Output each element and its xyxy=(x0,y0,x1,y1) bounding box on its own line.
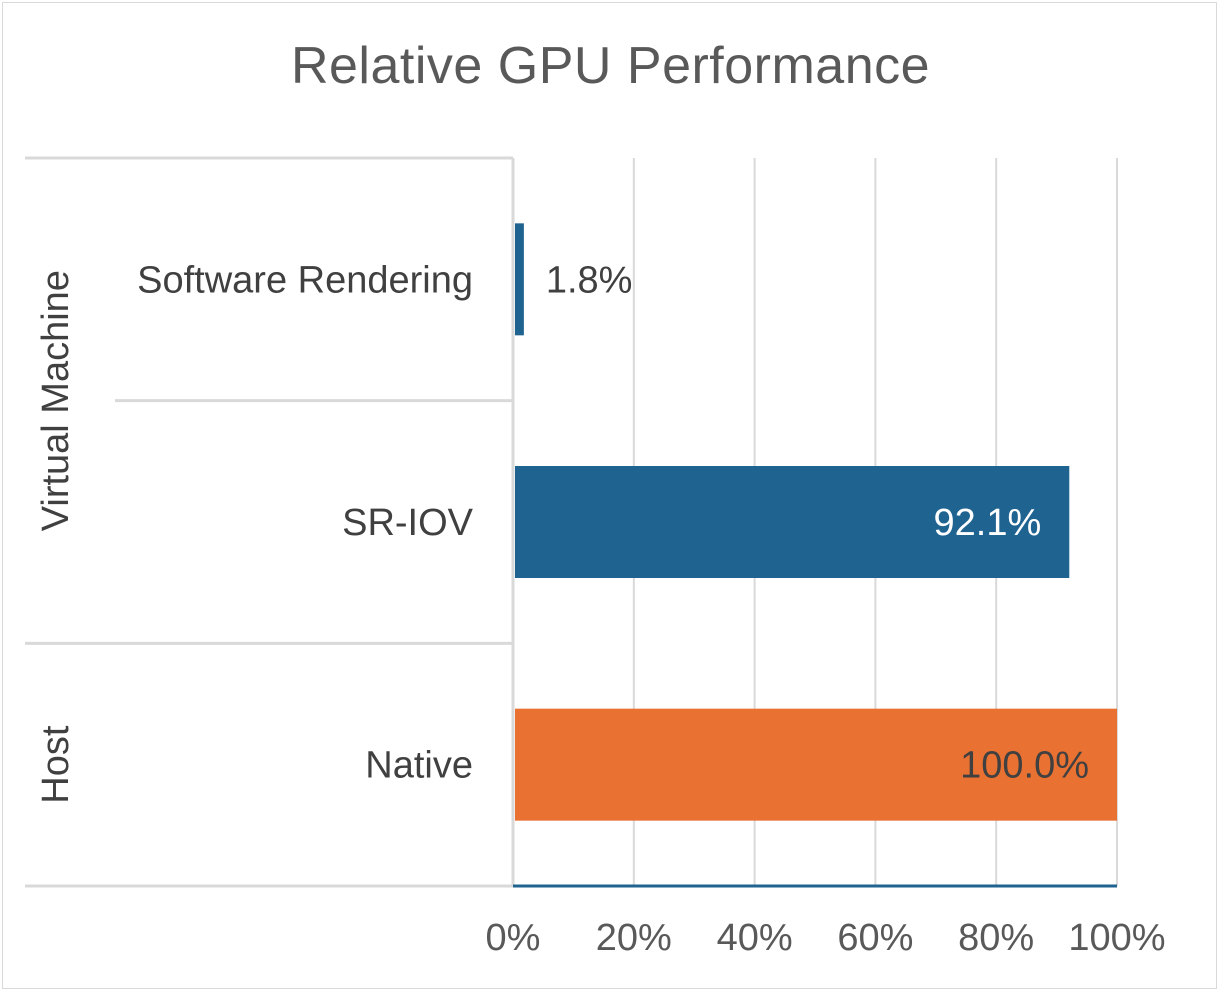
x-tick-label: 40% xyxy=(717,917,793,959)
x-tick-label: 60% xyxy=(837,917,913,959)
x-tick-label: 20% xyxy=(596,917,672,959)
category-label: SR-IOV xyxy=(342,502,474,544)
category-label: Native xyxy=(365,745,473,787)
x-tick-label: 0% xyxy=(486,917,541,959)
data-label: 1.8% xyxy=(546,259,633,301)
group-label: Host xyxy=(35,725,77,804)
bar-software-rendering xyxy=(515,223,524,336)
category-label: Software Rendering xyxy=(137,259,473,301)
data-label: 100.0% xyxy=(960,745,1089,787)
bar-sr-iov xyxy=(515,466,1070,578)
data-label: 92.1% xyxy=(934,502,1042,544)
x-tick-label: 80% xyxy=(958,917,1034,959)
bar-native xyxy=(515,708,1117,821)
chart-title: Relative GPU Performance xyxy=(290,37,931,95)
group-label: Virtual Machine xyxy=(35,270,77,531)
x-tick-label: 100% xyxy=(1068,917,1165,959)
